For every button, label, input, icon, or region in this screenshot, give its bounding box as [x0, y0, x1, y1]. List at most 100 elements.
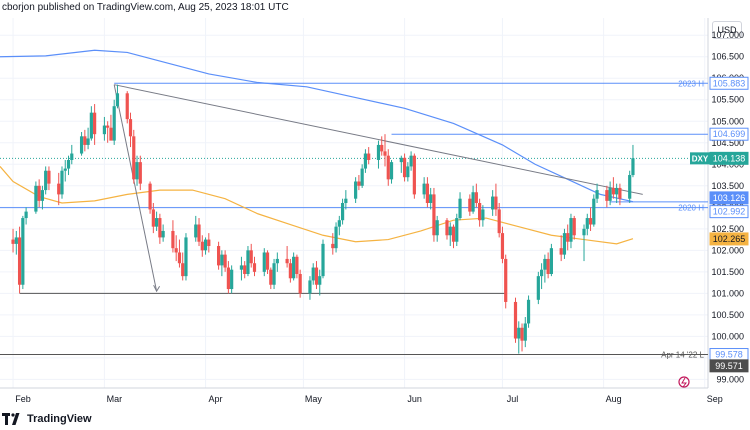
candle-body [223, 254, 227, 268]
candle-body [546, 258, 550, 274]
y-tick-label: 105.000 [711, 116, 744, 126]
candle-body [425, 183, 430, 203]
candle-body [588, 218, 593, 225]
price-label: 99.578 [709, 348, 749, 362]
sma-short-line [0, 166, 634, 245]
candle-body [135, 162, 139, 180]
trend-line [114, 84, 643, 195]
candle-body [220, 254, 224, 266]
y-tick-label: 105.500 [711, 95, 744, 105]
candle-body [585, 218, 589, 229]
y-tick-label: 101.000 [711, 288, 744, 298]
price-label-text: 99.578 [715, 350, 743, 360]
price-label-text: 104.699 [713, 129, 746, 139]
y-tick-label: 100.000 [711, 331, 744, 341]
candle-body [399, 157, 403, 163]
candle-body [70, 153, 74, 160]
x-tick-label: Aug [606, 394, 622, 404]
candle-body [181, 263, 185, 277]
price-label-box [709, 76, 749, 90]
candle-body [504, 258, 508, 302]
candle-body [226, 267, 230, 290]
y-tick-label: 102.500 [711, 224, 744, 234]
candle-body [523, 323, 527, 341]
symbol-label-text: DXY [692, 154, 709, 163]
candle-body [79, 136, 84, 154]
candle-body [83, 136, 87, 145]
y-tick-label: 104.500 [711, 138, 744, 148]
candle-body [543, 258, 547, 270]
candle-body [520, 327, 524, 341]
candle-body [200, 241, 204, 251]
y-tick-label: 102.000 [711, 245, 744, 255]
candle-body [402, 157, 407, 178]
tradingview-brand[interactable]: TradingView [2, 410, 92, 428]
price-label-box [709, 359, 749, 373]
candle-body [572, 218, 576, 236]
candle-body [445, 220, 449, 236]
candle-body [354, 181, 358, 199]
candle-body [298, 273, 302, 294]
candle-body [559, 248, 563, 255]
candle-body [148, 183, 152, 210]
candle-body [318, 276, 322, 285]
candle-body [380, 144, 384, 152]
candle-body [57, 183, 61, 195]
trend-line [113, 84, 158, 292]
candle-body [605, 190, 609, 201]
flash-icon [678, 376, 690, 388]
candle-body [615, 187, 619, 195]
candle-body [540, 269, 544, 277]
candle-body [285, 258, 289, 264]
candle-body [592, 198, 596, 225]
candle-body [383, 151, 387, 156]
candle-body [360, 168, 364, 186]
price-label-box [709, 232, 749, 246]
x-tick-label: Feb [15, 394, 31, 404]
candle-body [497, 209, 501, 234]
candle-body [66, 159, 71, 169]
candle-body [340, 203, 345, 221]
candle-body [207, 239, 211, 247]
candle-body [239, 265, 244, 270]
price-label-box [709, 127, 749, 141]
symbol-label-box [690, 152, 710, 165]
candle-body [536, 276, 540, 300]
x-tick-label: Mar [107, 394, 123, 404]
price-label-box [709, 205, 749, 219]
candle-body [367, 153, 371, 160]
candle-body [478, 203, 482, 221]
currency-selector[interactable]: USD [712, 21, 742, 39]
sma-long-line [0, 49, 634, 203]
candle-body [184, 237, 188, 277]
candle-body [491, 196, 495, 210]
candle-body [60, 170, 64, 195]
candle-body [344, 198, 348, 203]
candle-body [249, 250, 253, 264]
candle-body [177, 252, 182, 264]
candle-body [334, 226, 338, 249]
candle-body [451, 226, 456, 242]
candle-body [155, 218, 159, 227]
price-label: 102.992 [709, 205, 749, 219]
candle-body [429, 194, 433, 203]
candle-body [151, 209, 155, 227]
candle-body [21, 218, 25, 285]
level-label: 2020 H [678, 204, 704, 213]
candle-body [275, 258, 279, 264]
candle-body [569, 218, 573, 242]
candle-body [468, 198, 472, 212]
candle-body [243, 265, 247, 274]
price-label: 102.265 [709, 232, 749, 246]
candle-body [89, 112, 93, 139]
candle-body [295, 256, 299, 274]
candle-body [435, 220, 439, 236]
price-label: 103.126 [709, 191, 749, 205]
brand-text: TradingView [27, 413, 92, 425]
candle-body [308, 280, 312, 294]
candle-body [314, 267, 319, 285]
candle-body [269, 269, 273, 285]
candle-body [109, 127, 113, 141]
candle-body [455, 218, 459, 242]
